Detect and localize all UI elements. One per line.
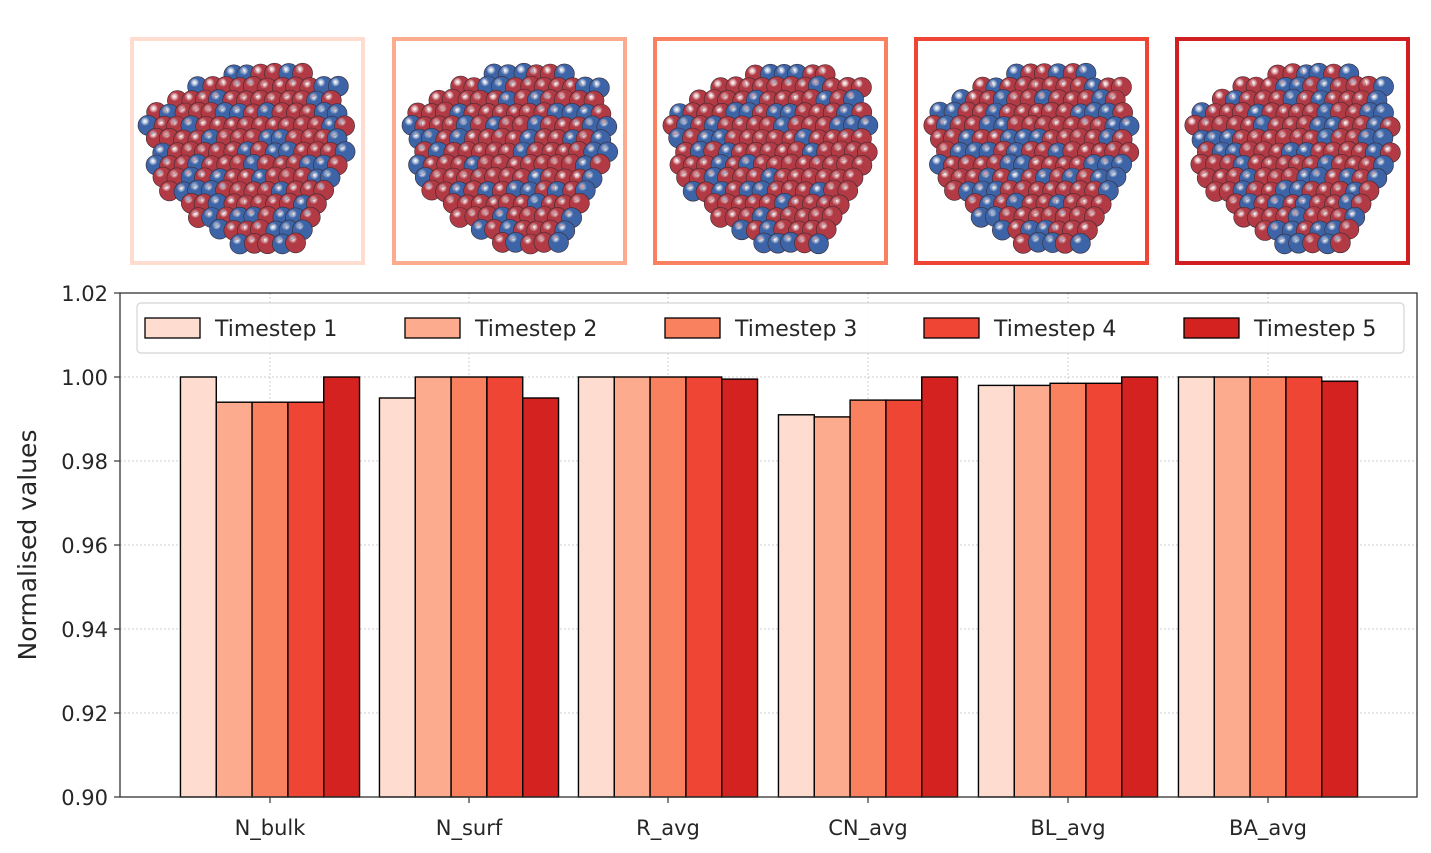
legend-swatch: [1183, 317, 1240, 339]
bar-n-surf-series-3: [450, 376, 488, 798]
legend-swatch: [404, 317, 461, 339]
bar-r-avg-series-1: [577, 376, 615, 798]
bar-cn-avg-series-5: [921, 376, 959, 798]
x-tick-label: N_bulk: [235, 816, 307, 841]
nanoparticle-image: [137, 62, 356, 255]
legend-swatch: [664, 317, 721, 339]
bar-n-surf-series-5: [522, 397, 560, 798]
x-tick-label: BL_avg: [1030, 816, 1105, 841]
bar-n-bulk-series-5: [323, 376, 361, 798]
bar-cn-avg-series-1: [777, 414, 815, 798]
nanoparticle-timestep-2: [392, 37, 627, 265]
legend-label: Timestep 4: [993, 317, 1116, 342]
bar-r-avg-series-3: [649, 376, 687, 798]
bar-cn-avg-series-4: [885, 399, 923, 798]
bar-n-surf-series-4: [486, 376, 524, 798]
x-tick-label: R_avg: [636, 816, 700, 841]
y-tick-label: 0.98: [61, 450, 108, 474]
y-tick-label: 0.90: [61, 786, 108, 810]
bar-r-avg-series-2: [613, 376, 651, 798]
x-tick-label: CN_avg: [828, 816, 908, 841]
bar-n-surf-series-1: [378, 397, 416, 798]
bar-bl-avg-series-5: [1121, 376, 1159, 798]
bar-bl-avg-series-3: [1049, 382, 1087, 798]
legend: Timestep 1 Timestep 2 Timestep 3 Timestep 4…: [136, 302, 1405, 354]
bar-cn-avg-series-3: [849, 399, 887, 798]
bar-bl-avg-series-4: [1085, 382, 1123, 798]
bar-n-bulk-series-2: [215, 401, 253, 798]
bar-cn-avg-series-2: [813, 416, 851, 798]
legend-swatch: [923, 317, 980, 339]
y-tick-label: 0.96: [61, 534, 108, 558]
legend-label: Timestep 3: [734, 317, 857, 342]
legend-label: Timestep 1: [214, 317, 337, 342]
bar-r-avg-series-5: [721, 378, 759, 798]
bar-ba-avg-series-2: [1213, 376, 1251, 798]
nanoparticle-image: [401, 62, 618, 255]
legend-label: Timestep 2: [474, 317, 597, 342]
nanoparticle-image: [662, 63, 879, 255]
y-tick-label: 1.02: [61, 282, 108, 306]
y-tick-label: 0.94: [61, 618, 108, 642]
bar-ba-avg-series-5: [1321, 380, 1359, 798]
legend-label: Timestep 5: [1253, 317, 1376, 342]
x-tick-label: N_surf: [436, 816, 503, 841]
bar-bl-avg-series-2: [1013, 384, 1051, 798]
y-tick-label: 0.92: [61, 702, 108, 726]
bar-bl-avg-series-1: [977, 384, 1015, 798]
bar-r-avg-series-4: [685, 376, 723, 798]
bar-ba-avg-series-4: [1285, 376, 1323, 798]
nanoparticle-timestep-4: [914, 37, 1149, 265]
bar-ba-avg-series-3: [1249, 376, 1287, 798]
bar-ba-avg-series-1: [1177, 376, 1215, 798]
bar-n-bulk-series-4: [287, 401, 325, 798]
legend-swatch: [144, 317, 201, 339]
x-tick-label: BA_avg: [1229, 816, 1307, 841]
nanoparticle-image: [1184, 62, 1401, 255]
nanoparticle-image: [923, 62, 1140, 254]
nanoparticle-timestep-5: [1175, 37, 1410, 265]
nanoparticle-timestep-3: [653, 37, 888, 265]
y-axis-label: Normalised values: [13, 430, 42, 661]
bars: [179, 376, 1359, 798]
y-tick-label: 1.00: [61, 366, 108, 390]
bar-n-bulk-series-1: [179, 376, 217, 798]
legend-box: [136, 302, 1405, 354]
nanoparticle-timestep-1: [130, 37, 365, 265]
bar-n-surf-series-2: [414, 376, 452, 798]
bar-n-bulk-series-3: [251, 401, 289, 798]
